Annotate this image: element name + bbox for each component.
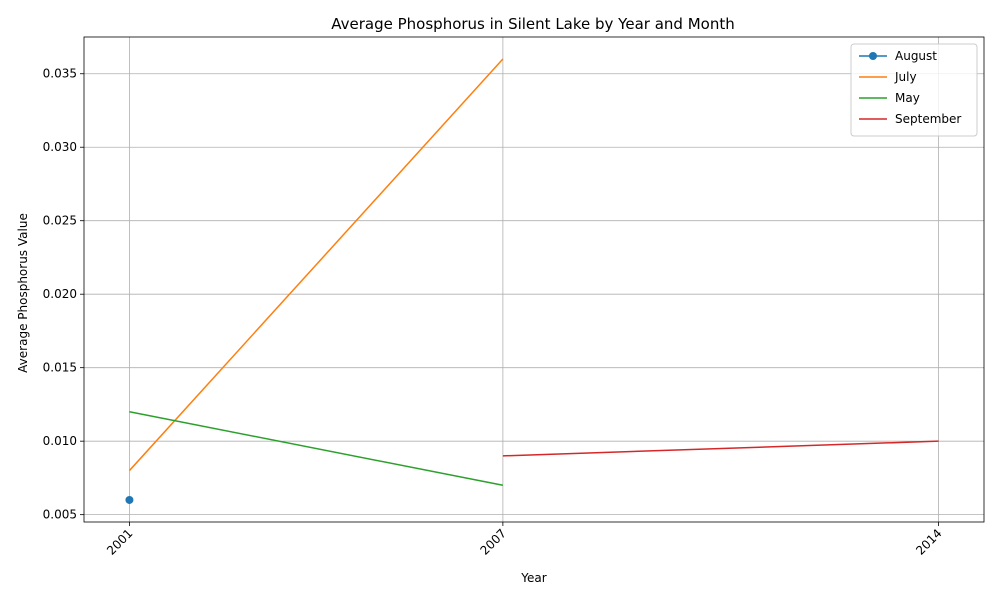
y-tick-label: 0.025 (43, 214, 77, 228)
y-tick-label: 0.015 (43, 361, 77, 375)
x-tick-label: 2007 (478, 526, 509, 557)
y-axis-label: Average Phosphorus Value (16, 213, 30, 373)
legend-label-september: September (895, 112, 961, 126)
legend-box (850, 43, 978, 137)
legend-marker-august (869, 52, 877, 60)
series-group (125, 58, 939, 504)
y-tick-label: 0.020 (43, 287, 77, 301)
y-tick-label: 0.035 (43, 67, 77, 81)
x-tick-label: 2001 (104, 526, 135, 557)
chart-title: Average Phosphorus in Silent Lake by Yea… (331, 15, 734, 33)
legend-label-august: August (895, 49, 937, 63)
y-tick-label: 0.030 (43, 140, 77, 154)
series-line-july (128, 58, 504, 472)
series-line-september (502, 440, 939, 457)
grid (84, 37, 984, 522)
x-axis-label: Year (520, 571, 546, 585)
x-tick-label: 2014 (913, 526, 944, 557)
y-tick-label: 0.005 (43, 508, 77, 522)
data-point-august (125, 495, 134, 504)
legend-label-july: July (894, 70, 917, 84)
legend: August July May September (850, 43, 978, 137)
y-tick-label: 0.010 (43, 434, 77, 448)
legend-label-may: May (895, 91, 920, 105)
series-line-may (129, 411, 504, 486)
plot-frame (83, 36, 985, 523)
